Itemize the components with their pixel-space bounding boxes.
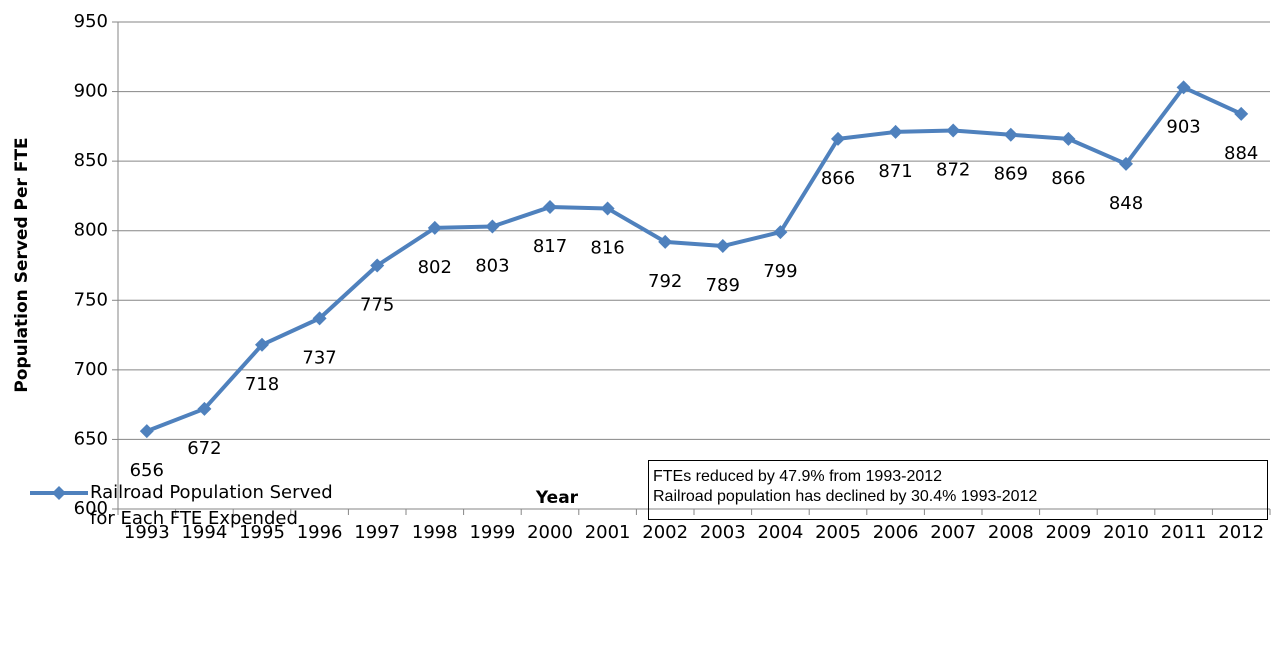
marker (1003, 127, 1018, 142)
marker (946, 123, 961, 138)
marker (1119, 156, 1133, 171)
x-tick-label: 2002 (642, 522, 688, 543)
x-tick-label: 2003 (700, 522, 746, 543)
x-tick-label: 1994 (181, 522, 227, 543)
annotation: Railroad population has declined by 30.4… (653, 488, 1038, 505)
series-line (146, 85, 1243, 433)
marker (427, 220, 442, 235)
marker (485, 219, 500, 234)
legend-marker (52, 486, 66, 500)
x-tick-label: 1997 (354, 522, 400, 543)
y-tick-label: 900 (74, 81, 108, 102)
marker (658, 234, 673, 249)
marker (600, 201, 615, 216)
data-label: 775 (360, 295, 394, 316)
data-label: 792 (648, 271, 682, 292)
marker (370, 258, 385, 273)
data-label: 872 (936, 160, 970, 181)
y-tick-label: 850 (74, 150, 108, 171)
x-tick-label: 2005 (815, 522, 861, 543)
data-label: 848 (1109, 193, 1143, 214)
x-tick-label: 2009 (1045, 522, 1091, 543)
data-label: 903 (1166, 116, 1200, 137)
annotation: FTEs reduced by 47.9% from 1993-2012 (653, 468, 943, 485)
marker (888, 124, 903, 139)
data-label: 884 (1224, 143, 1258, 164)
data-label: 802 (418, 257, 452, 278)
marker (1061, 131, 1076, 146)
marker (255, 337, 269, 352)
data-label: 803 (475, 256, 509, 277)
x-tick-label: 2007 (930, 522, 976, 543)
x-tick-label: 1996 (297, 522, 343, 543)
y-tick-label: 600 (74, 498, 108, 519)
y-tick-label: 750 (74, 289, 108, 310)
data-label: 816 (590, 237, 624, 258)
data-label: 789 (706, 275, 740, 296)
annotation-box: FTEs reduced by 47.9% from 1993-2012 Rai… (648, 460, 1268, 520)
x-tick-label: 2012 (1218, 522, 1264, 543)
marker (139, 424, 154, 439)
marker (831, 131, 845, 146)
marker (1176, 80, 1191, 95)
x-tick-label: 2011 (1161, 522, 1207, 543)
data-label: 656 (130, 460, 164, 481)
x-tick-label: 2004 (757, 522, 803, 543)
marker (197, 401, 212, 416)
data-label: 817 (533, 236, 567, 257)
legend-label: Railroad Population Served for Each FTE … (90, 482, 333, 529)
data-label: 869 (994, 164, 1028, 185)
x-axis-title: Year (535, 488, 579, 508)
y-tick-label: 650 (74, 428, 108, 449)
data-label: 799 (763, 261, 797, 282)
data-label: 866 (821, 168, 855, 189)
data-label: 718 (245, 374, 279, 395)
data-label: 866 (1051, 168, 1085, 189)
y-axis-title: Population Served Per FTE (12, 137, 32, 392)
marker (715, 239, 730, 254)
marker (312, 311, 327, 326)
marker (1234, 106, 1249, 121)
x-tick-label: 1999 (469, 522, 515, 543)
data-label: 737 (302, 347, 336, 368)
data-label: 672 (187, 438, 221, 459)
y-tick-label: 800 (74, 220, 108, 241)
x-tick-label: 1993 (124, 522, 170, 543)
marker (773, 225, 788, 240)
y-tick-label: 950 (74, 11, 108, 32)
x-tick-label: 1998 (412, 522, 458, 543)
y-tick-label: 700 (74, 359, 108, 380)
x-tick-label: 2000 (527, 522, 573, 543)
x-tick-label: 2008 (988, 522, 1034, 543)
data-label: 871 (878, 161, 912, 182)
x-tick-label: 2006 (873, 522, 919, 543)
x-tick-label: 2001 (585, 522, 631, 543)
x-tick-label: 1995 (239, 522, 285, 543)
x-tick-label: 2010 (1103, 522, 1149, 543)
marker (543, 200, 557, 215)
